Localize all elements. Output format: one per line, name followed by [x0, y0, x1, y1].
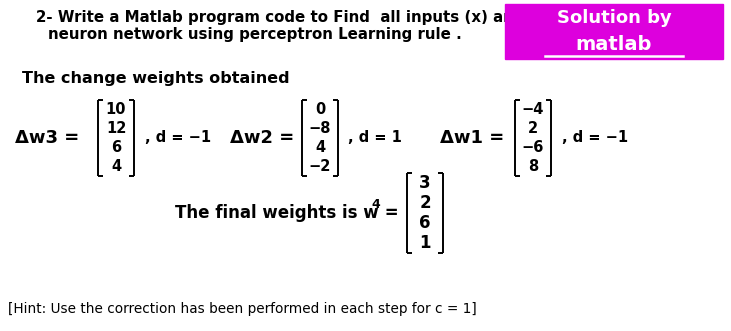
Text: , d = −1: , d = −1 — [145, 130, 211, 146]
Text: Δw3 =: Δw3 = — [15, 129, 79, 147]
Text: −6: −6 — [522, 140, 544, 155]
Text: neuron network using perceptron Learning rule .: neuron network using perceptron Learning… — [48, 27, 462, 42]
Text: Δw1 =: Δw1 = — [440, 129, 504, 147]
Text: =: = — [379, 204, 398, 222]
Text: 8: 8 — [528, 159, 538, 174]
Text: 1: 1 — [420, 234, 431, 252]
Text: 2- Write a Matlab program code to Find  all inputs (x) and weights of single: 2- Write a Matlab program code to Find a… — [36, 10, 674, 25]
Text: 3: 3 — [419, 174, 431, 192]
Text: 6: 6 — [111, 140, 121, 155]
Text: Δw2 =: Δw2 = — [230, 129, 295, 147]
Text: , d = 1: , d = 1 — [348, 130, 402, 146]
Text: 10: 10 — [106, 102, 126, 117]
Text: 4: 4 — [371, 198, 379, 211]
Text: matlab: matlab — [576, 35, 652, 55]
Text: 2: 2 — [528, 121, 538, 136]
Text: 4: 4 — [111, 159, 121, 174]
Text: −2: −2 — [308, 159, 331, 174]
Text: 6: 6 — [420, 214, 431, 232]
Text: 2: 2 — [419, 194, 431, 212]
Text: −4: −4 — [522, 102, 544, 117]
Text: , d = −1: , d = −1 — [562, 130, 628, 146]
Text: Solution by: Solution by — [556, 9, 671, 27]
Text: 4: 4 — [315, 140, 325, 155]
Text: [Hint: Use the correction has been performed in each step for c = 1]: [Hint: Use the correction has been perfo… — [8, 302, 477, 316]
Text: 12: 12 — [106, 121, 126, 136]
FancyBboxPatch shape — [505, 4, 723, 59]
Text: −8: −8 — [308, 121, 331, 136]
Text: The final weights is w: The final weights is w — [175, 204, 379, 222]
Text: The change weights obtained: The change weights obtained — [22, 71, 289, 86]
Text: 0: 0 — [315, 102, 325, 117]
